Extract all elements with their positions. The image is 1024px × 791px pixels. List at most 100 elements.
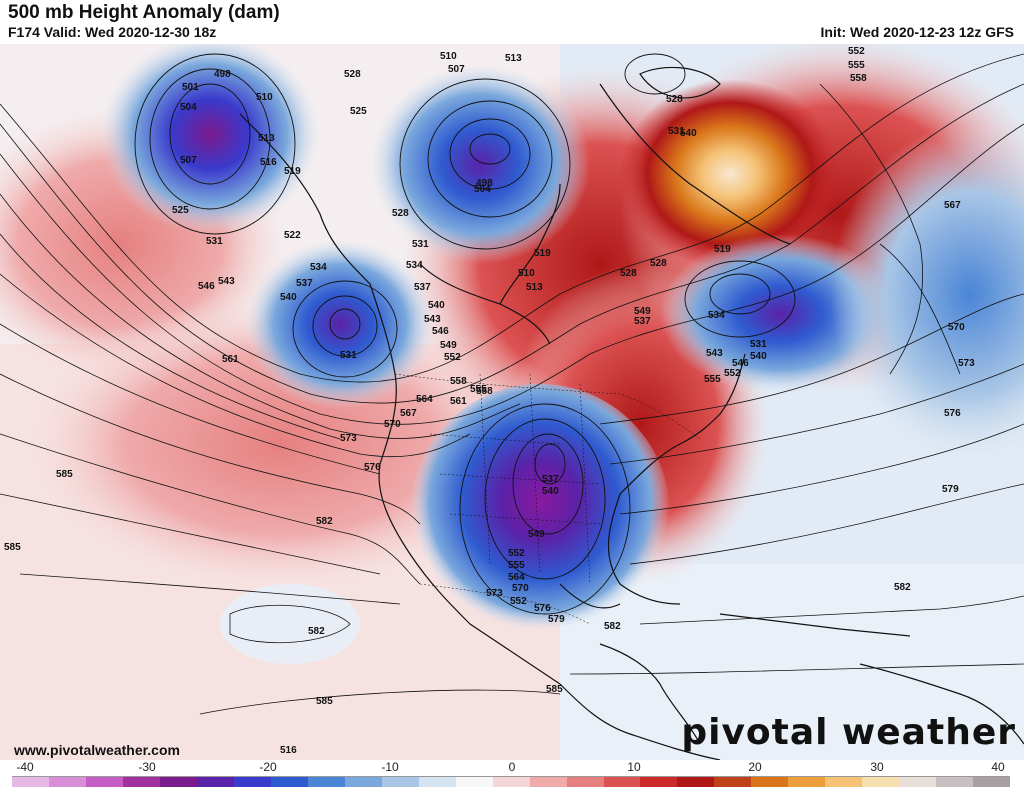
contour-label: 552 (724, 368, 741, 379)
contour-label: 549 (440, 340, 457, 351)
contour-label: 525 (350, 106, 367, 117)
contour-label: 510 (518, 268, 535, 279)
colorbar-swatch (714, 777, 752, 787)
contour-label: 528 (666, 94, 683, 105)
contour-label: 573 (958, 358, 975, 369)
contour-label: 585 (56, 469, 73, 480)
contour-label: 555 (848, 60, 865, 71)
contour-label: 537 (634, 316, 651, 327)
colorbar-swatch (640, 777, 678, 787)
contour-label: 537 (296, 278, 313, 289)
contour-label: 555 (508, 560, 525, 571)
contour-label: 573 (486, 588, 503, 599)
colorbar-swatch (418, 777, 456, 787)
cold-core-pacific-nw (245, 239, 435, 409)
contour-label: 558 (450, 376, 467, 387)
colorbar-swatch (307, 777, 345, 787)
contour-label: 561 (450, 396, 467, 407)
contour-label: 582 (894, 582, 911, 593)
contour-label: 531 (206, 236, 223, 247)
contour-label: 552 (848, 46, 865, 57)
colorbar-swatch (566, 777, 604, 787)
contour-label: 561 (222, 354, 239, 365)
contour-label: 531 (750, 339, 767, 350)
contour-label: 552 (510, 596, 527, 607)
contour-label: 534 (406, 260, 423, 271)
colorbar-swatch (899, 777, 937, 787)
init-time: Init: Wed 2020-12-23 12z GFS (820, 24, 1014, 40)
colorbar-swatch (381, 777, 419, 787)
contour-label: 504 (474, 184, 491, 195)
contour-label: 573 (340, 433, 357, 444)
contour-label: 564 (508, 572, 525, 583)
contour-label: 534 (708, 310, 725, 321)
contour-label: 540 (680, 128, 697, 139)
cold-anomaly-east-atlantic (830, 124, 1024, 464)
colorbar-swatch (85, 777, 123, 787)
anomaly-map[interactable]: 498 501 504 507 510 510 507 513 513 516 … (0, 44, 1024, 760)
contour-label: 531 (412, 239, 429, 250)
contour-label: 537 (414, 282, 431, 293)
colorbar-tick: 20 (748, 760, 762, 774)
contour-label: 516 (280, 745, 297, 756)
contour-label: 540 (542, 486, 559, 497)
colorbar-swatch (529, 777, 567, 787)
colorbar: -40 -30 -20 -10 0 10 20 30 40 (0, 760, 1024, 791)
cold-core-hudson (370, 64, 590, 264)
contour-label: 558 (476, 386, 493, 397)
contour-label: 576 (364, 462, 381, 473)
colorbar-swatch (344, 777, 382, 787)
contour-label: 576 (534, 603, 551, 614)
contour-label: 507 (448, 64, 465, 75)
contour-label: 540 (750, 351, 767, 362)
cool-patch-pacific (220, 584, 360, 664)
contour-label: 522 (284, 230, 301, 241)
colorbar-swatch (233, 777, 271, 787)
borders (394, 373, 701, 625)
contour-label: 546 (432, 326, 449, 337)
colorbar-swatch (788, 777, 826, 787)
colorbar-swatch (751, 777, 789, 787)
contour-label: 558 (850, 73, 867, 84)
colorbar-swatch (455, 777, 493, 787)
contour-label: 582 (308, 626, 325, 637)
contour-labels: 498 501 504 507 510 510 507 513 513 516 … (4, 46, 975, 756)
colorbar-swatch (973, 777, 1011, 787)
warm-core-greenland (620, 79, 840, 269)
contour-label: 534 (310, 262, 327, 273)
contour-label: 552 (508, 548, 525, 559)
contour-label: 528 (650, 258, 667, 269)
map-title: 500 mb Height Anomaly (dam) (8, 2, 280, 23)
colorbar-swatch (122, 777, 160, 787)
map-canvas: 498 501 504 507 510 510 507 513 513 516 … (0, 44, 1024, 760)
colorbar-swatch (159, 777, 197, 787)
contour-label: 570 (948, 322, 965, 333)
flow-contours (0, 53, 1024, 715)
contour-label: 585 (4, 542, 21, 553)
contour-label: 516 (260, 157, 277, 168)
contour-label: 519 (714, 244, 731, 255)
colorbar-tick: 0 (508, 760, 516, 774)
colorbar-tick: -20 (259, 760, 277, 774)
contour-label: 549 (528, 529, 545, 540)
contour-label: 555 (470, 384, 487, 395)
website-url[interactable]: www.pivotalweather.com (14, 742, 180, 758)
contour-label: 552 (444, 352, 461, 363)
contour-label: 585 (316, 696, 333, 707)
colorbar-tick: 10 (627, 760, 641, 774)
colorbar-tick: -30 (138, 760, 156, 774)
contour-label: 567 (400, 408, 417, 419)
contour-label: 570 (384, 419, 401, 430)
colorbar-swatch (603, 777, 641, 787)
contour-label: 498 (476, 178, 493, 189)
contour-label: 513 (258, 133, 275, 144)
contour-label: 540 (280, 292, 297, 303)
contour-label: 570 (512, 583, 529, 594)
contour-label: 528 (620, 268, 637, 279)
contour-label: 579 (942, 484, 959, 495)
colorbar-swatch (12, 777, 49, 787)
contour-label: 546 (198, 281, 215, 292)
contour-label: 528 (392, 208, 409, 219)
colorbar-swatch (196, 777, 234, 787)
colorbar-tick: -40 (16, 760, 34, 774)
